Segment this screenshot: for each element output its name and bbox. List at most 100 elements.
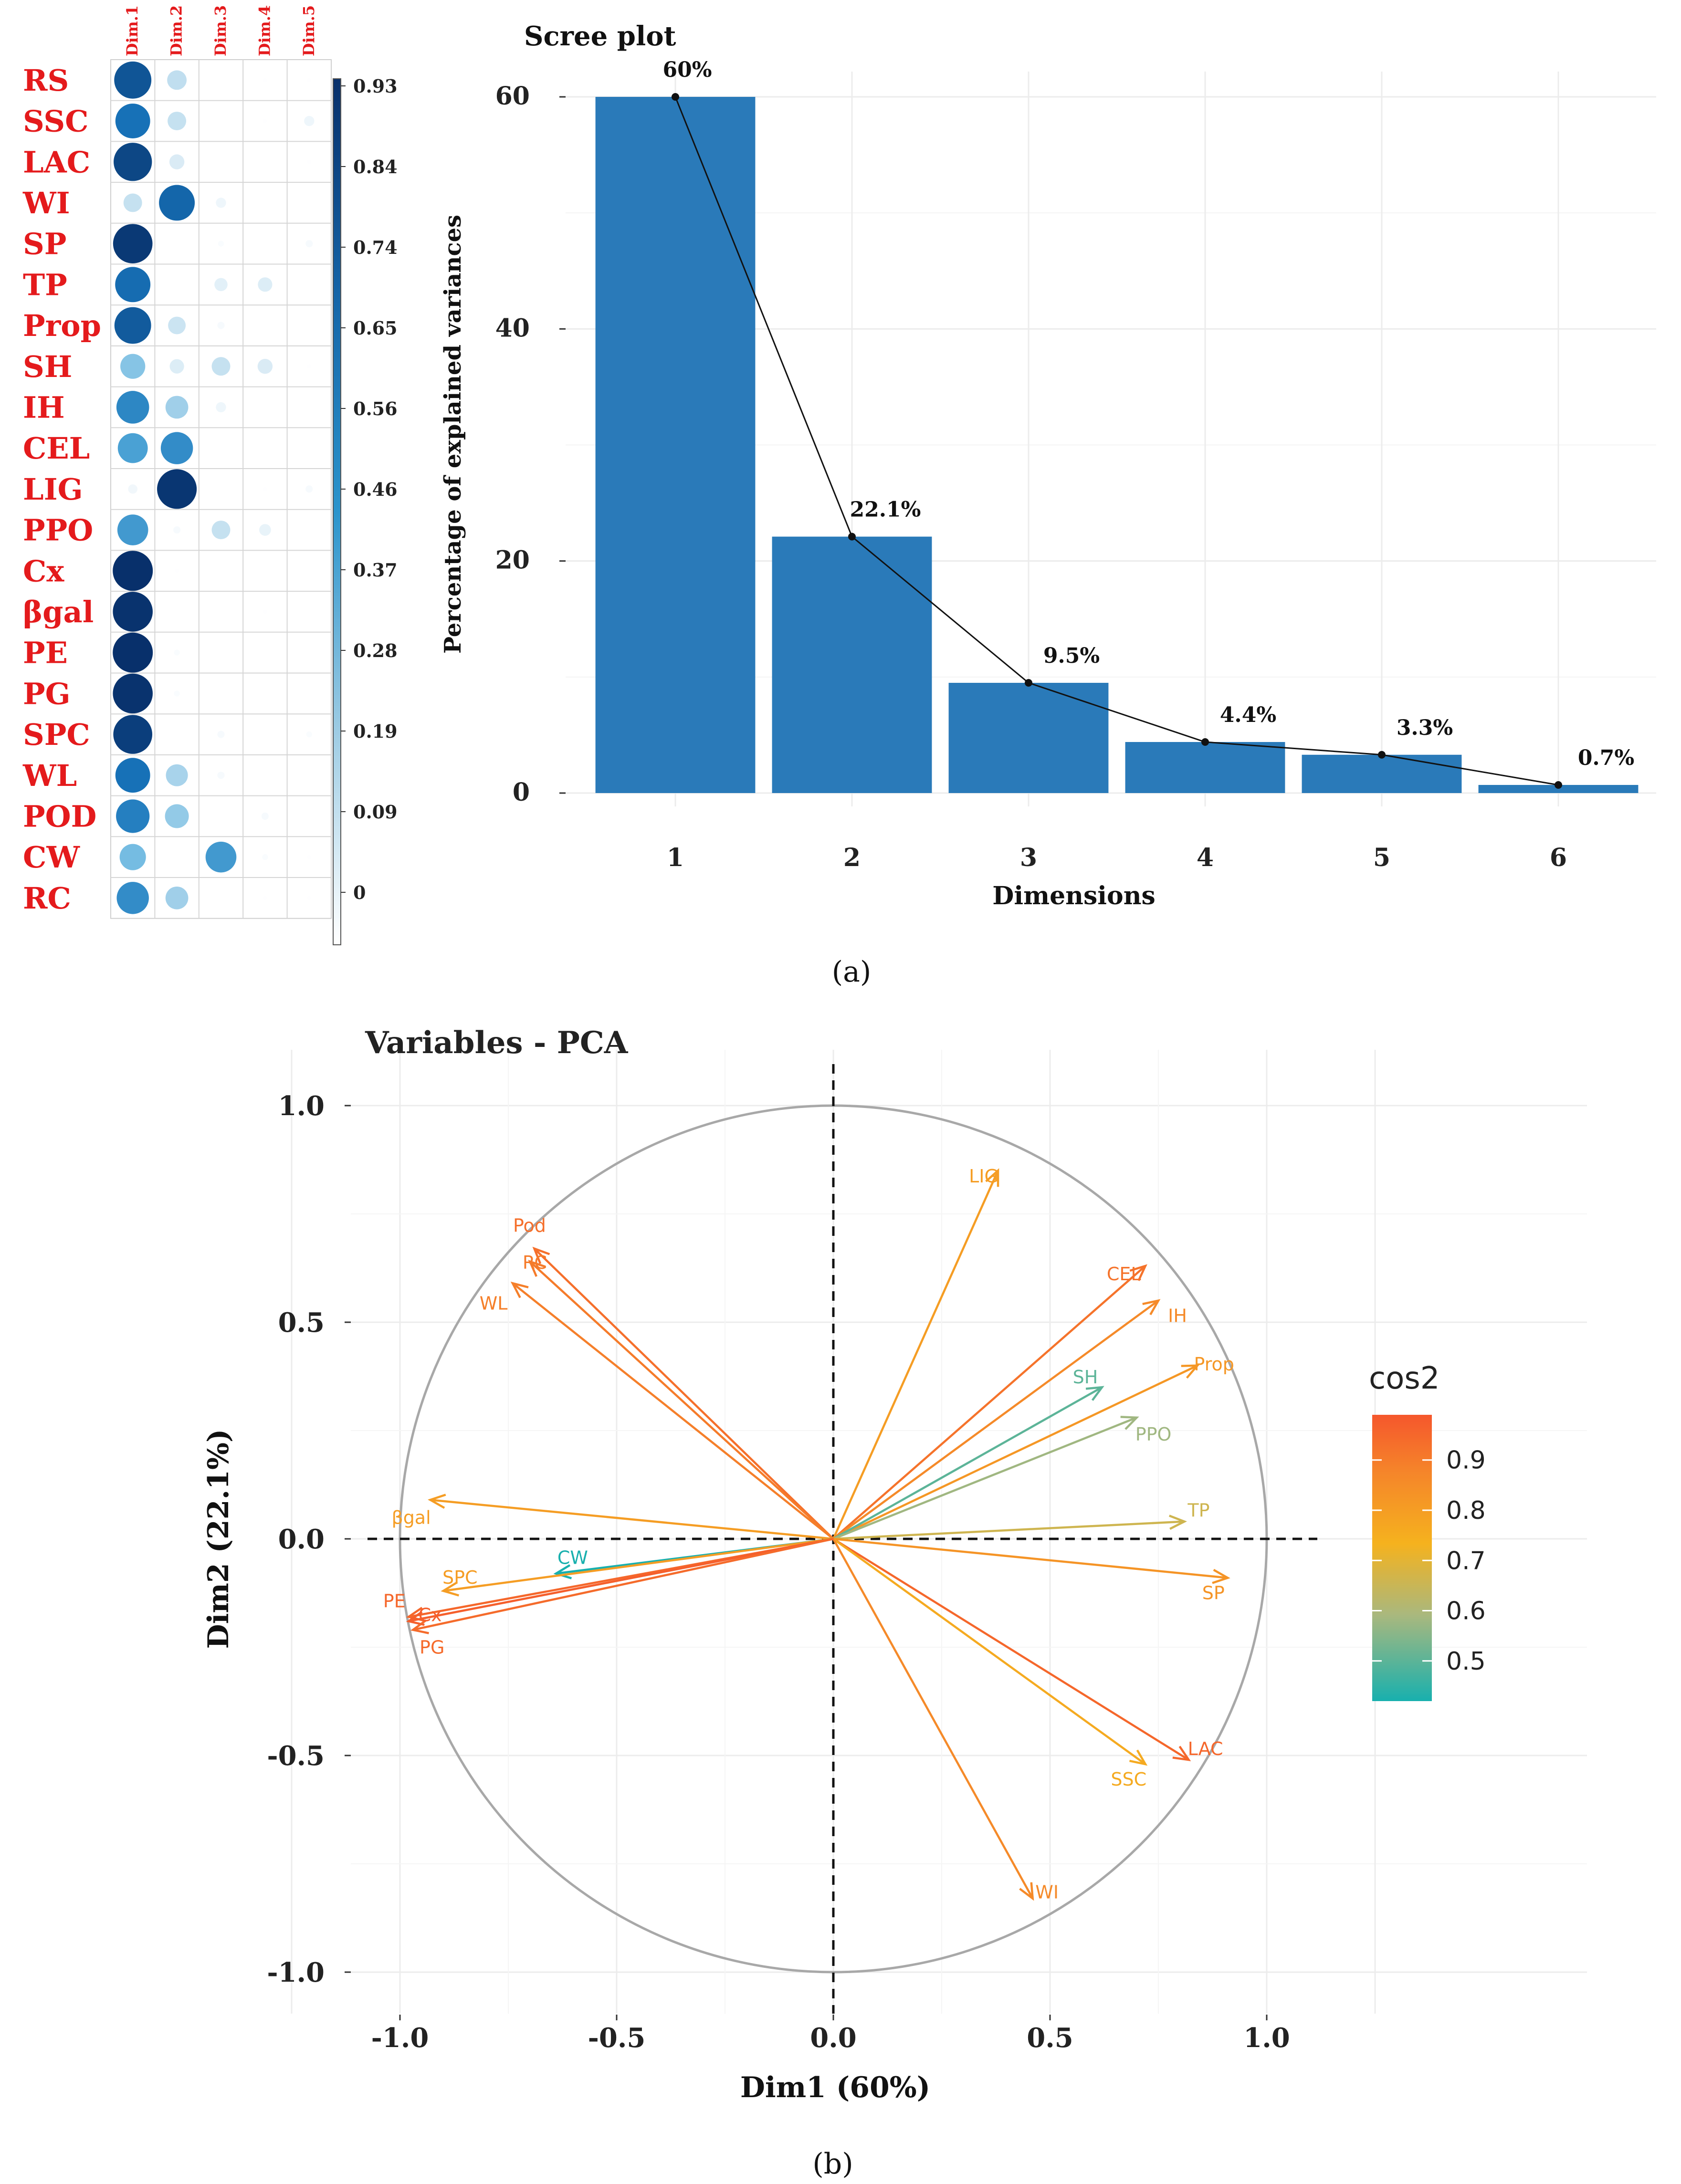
scree-connector-line	[674, 96, 1559, 786]
heatmap-cell-circle	[217, 772, 225, 779]
pca-legend-ticks: 0.9 0.8 0.7 0.6 0.5	[1372, 1446, 1486, 1676]
scree-title: Scree plot	[524, 21, 676, 52]
heatmap-cell-circle	[220, 78, 222, 82]
heatmap-cell-circle	[263, 406, 267, 409]
pca-arrow-shaft	[832, 1386, 1103, 1540]
scree-line	[672, 93, 1562, 789]
colorbar-tick-label: 0	[353, 882, 366, 903]
heatmap-cell-circle	[117, 433, 148, 463]
heatmap-cell-circle	[307, 773, 311, 777]
pca-variable-label: Pod	[513, 1215, 546, 1236]
pca-arrow-head	[441, 1581, 460, 1597]
heatmap-row-label: WI	[22, 186, 70, 220]
heatmap-cell-circle	[115, 104, 150, 138]
heatmap-cell-circle	[263, 447, 267, 450]
heatmap-cell-circle	[263, 160, 267, 164]
heatmap-cell-circle	[175, 610, 179, 613]
heatmap-cell-circle	[305, 485, 313, 493]
heatmap-cell-circle	[173, 526, 181, 534]
pca-arrow-shaft	[412, 1537, 834, 1631]
pca-arrow-head	[1172, 1745, 1191, 1761]
heatmap-cell-circle	[263, 201, 267, 204]
scree-y-tick-label: 60	[495, 82, 530, 111]
caption-b: (b)	[812, 2147, 853, 2181]
heatmap-row-label: SP	[23, 227, 66, 261]
pca-variable-label: Cx	[419, 1605, 442, 1626]
pca-x-tick-label: 0.0	[810, 2022, 856, 2054]
pca-legend-tick-label: 0.7	[1446, 1547, 1486, 1575]
pca-arrow-shaft	[408, 1537, 834, 1622]
pca-variable-label: CEL	[1107, 1264, 1141, 1285]
heatmap-cell-circle	[263, 896, 267, 900]
scree-value-label: 3.3%	[1397, 716, 1453, 740]
heatmap-row-label: WL	[22, 758, 77, 793]
heatmap-cell-circle	[220, 160, 222, 164]
heatmap-cell-circle	[263, 119, 267, 123]
heatmap-cell-circle	[307, 651, 311, 654]
heatmap-cell-circle	[263, 692, 267, 695]
heatmap-column-label: Dim.5	[300, 5, 318, 56]
heatmap-cell-circle	[307, 364, 312, 369]
pca-arrow-head	[428, 1494, 446, 1509]
scree-bar	[595, 97, 756, 793]
heatmap-column-labels: Dim.1 Dim.2 Dim.3 Dim.4 Dim.5	[123, 5, 318, 56]
scree-value-label: 4.4%	[1220, 703, 1276, 727]
pca-variable-label: PG	[420, 1637, 444, 1658]
colorbar-tick-label: 0.74	[353, 237, 398, 258]
heatmap-cell-circle	[169, 154, 185, 169]
heatmap-row-label: PPO	[23, 513, 93, 548]
pca-arrow-shaft	[512, 1282, 834, 1540]
heatmap-cell-circle	[257, 359, 273, 374]
pca-arrow-shaft	[832, 1265, 1146, 1540]
pca-variable-label: βgal	[391, 1507, 431, 1528]
heatmap-cell-circle	[220, 610, 222, 613]
pca-arrow-head	[553, 1564, 572, 1579]
pca-x-tick-label: 1.0	[1243, 2022, 1290, 2054]
heatmap-colorbar-ticks: 0.93 0.84 0.74 0.65 0.56 0.46 0.37 0.28 0.19 0.09…	[341, 75, 398, 903]
pca-legend-tick-label: 0.6	[1446, 1597, 1486, 1626]
heatmap-cell-circle	[307, 159, 312, 164]
heatmap-cell-circle	[216, 198, 226, 208]
pca-arrow-head	[1142, 1299, 1161, 1316]
pca-arrow-shaft	[832, 1538, 1189, 1761]
heatmap-cells	[113, 61, 315, 914]
heatmap-cell-circle	[159, 185, 195, 221]
heatmap-row-label: LIG	[23, 472, 83, 507]
pca-arrow-head	[1168, 1515, 1187, 1530]
scree-y-tick-label: 20	[495, 546, 530, 575]
heatmap-cell-circle	[166, 764, 188, 786]
heatmap-cell-circle	[220, 447, 222, 450]
heatmap-row-label: TP	[23, 267, 67, 302]
pca-arrow-shaft	[832, 1538, 1146, 1765]
scree-point	[1378, 751, 1386, 759]
heatmap-cell-circle	[175, 733, 179, 736]
heatmap-cell-circle	[307, 406, 311, 409]
pca-arrow-shaft	[833, 1537, 1228, 1579]
pca-variable-label: SPC	[442, 1567, 478, 1588]
heatmap-cell-circle	[218, 240, 224, 247]
pca-arrow-head	[532, 1246, 550, 1264]
heatmap-cell-circle	[205, 841, 237, 873]
colorbar-tick-label: 0.65	[353, 317, 398, 339]
pca-arrow-shaft	[529, 1261, 834, 1540]
heatmap-cell-circle	[258, 277, 273, 292]
pca-variable-label: PPO	[1135, 1424, 1172, 1445]
pca-arrow-head	[406, 1611, 425, 1626]
heatmap-row-label: LAC	[23, 145, 90, 179]
heatmap-cell-circle	[263, 324, 267, 327]
heatmap-row-label: RC	[23, 881, 71, 916]
scree-value-label: 22.1%	[850, 498, 921, 522]
scree-y-axis-label: Percentage of explained variances	[440, 215, 466, 654]
heatmap-cell-circle	[174, 690, 180, 697]
heatmap-cell-circle	[119, 844, 146, 870]
pca-variable-label: SH	[1073, 1367, 1098, 1388]
pca-legend-tick-label: 0.9	[1446, 1446, 1486, 1475]
heatmap-cell-circle	[113, 592, 153, 632]
pca-arrow-head	[1181, 1364, 1200, 1379]
heatmap-row-label: CEL	[23, 431, 90, 466]
heatmap-cell-circle	[307, 815, 311, 818]
heatmap-cell-circle	[307, 610, 311, 613]
heatmap-row-label: POD	[23, 799, 96, 834]
heatmap-cell-circle	[217, 322, 225, 329]
pca-variable-label: IH	[1168, 1306, 1187, 1327]
